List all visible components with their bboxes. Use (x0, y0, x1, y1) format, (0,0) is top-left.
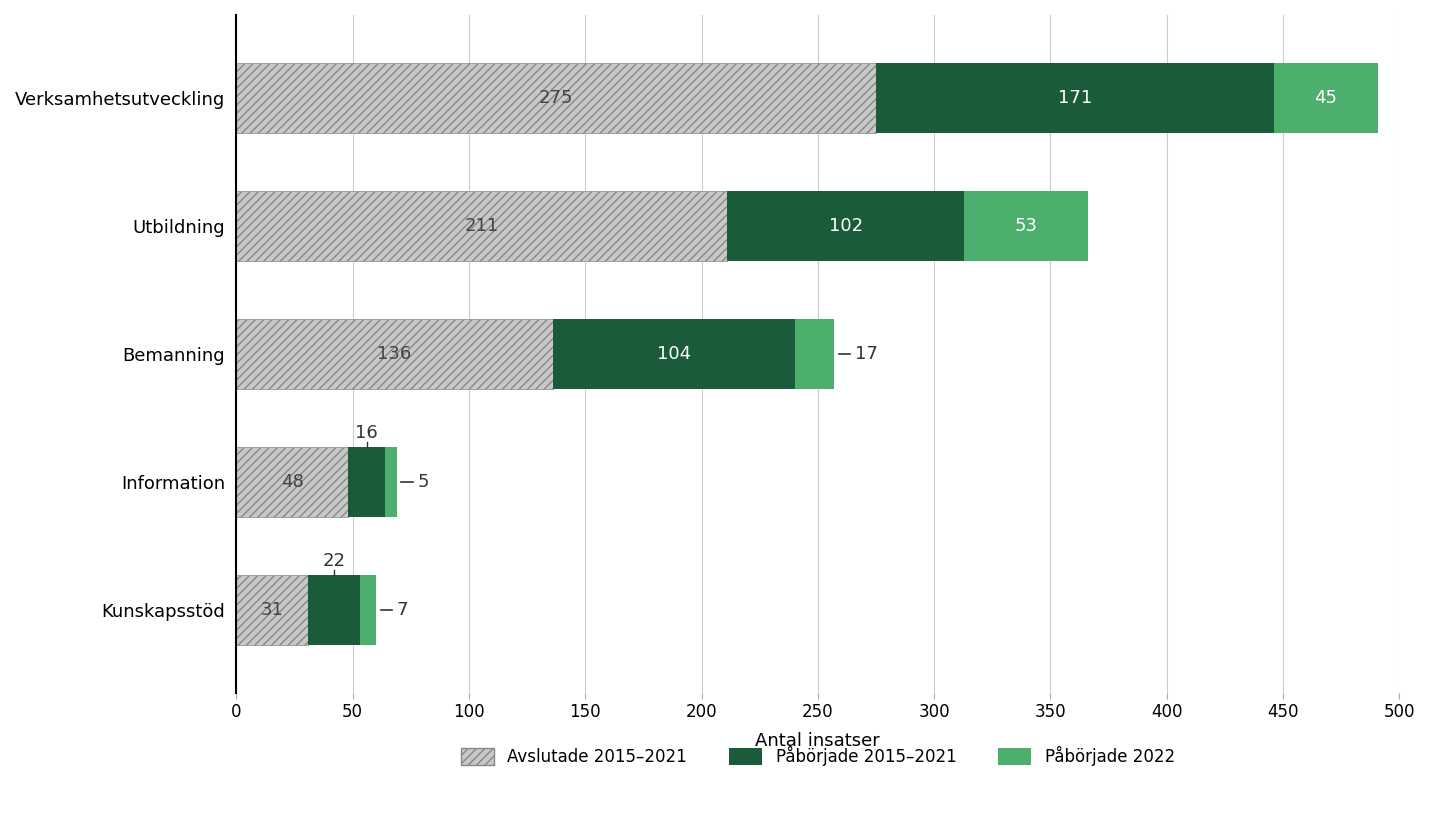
Bar (552, 319, 795, 389)
Text: 53: 53 (1014, 217, 1037, 235)
Bar (385, 446, 398, 517)
Text: 22: 22 (323, 551, 346, 570)
Bar (964, 191, 1088, 262)
Bar (236, 575, 309, 645)
Bar (795, 319, 834, 389)
Text: 7: 7 (398, 601, 409, 619)
Text: 102: 102 (828, 217, 862, 235)
Text: 31: 31 (260, 601, 283, 619)
Text: 171: 171 (1058, 89, 1093, 107)
Bar (359, 575, 376, 645)
Text: 5: 5 (418, 473, 429, 491)
Bar (309, 575, 359, 645)
Bar (236, 191, 726, 262)
Bar (726, 191, 964, 262)
Text: 104: 104 (656, 345, 691, 363)
X-axis label: Antal insatser: Antal insatser (755, 732, 881, 751)
Bar (877, 63, 1274, 133)
Text: 211: 211 (465, 217, 499, 235)
Bar (236, 446, 347, 517)
Text: 136: 136 (378, 345, 412, 363)
Legend: Avslutade 2015–2021, Påbörjade 2015–2021, Påbörjade 2022: Avslutade 2015–2021, Påbörjade 2015–2021… (455, 740, 1181, 773)
Text: 45: 45 (1314, 89, 1337, 107)
Bar (236, 63, 877, 133)
Bar (1274, 63, 1379, 133)
Text: 16: 16 (355, 424, 378, 441)
Text: 17: 17 (855, 345, 878, 363)
Bar (347, 446, 385, 517)
Bar (236, 319, 552, 389)
Text: 275: 275 (539, 89, 573, 107)
Text: 48: 48 (280, 473, 303, 491)
